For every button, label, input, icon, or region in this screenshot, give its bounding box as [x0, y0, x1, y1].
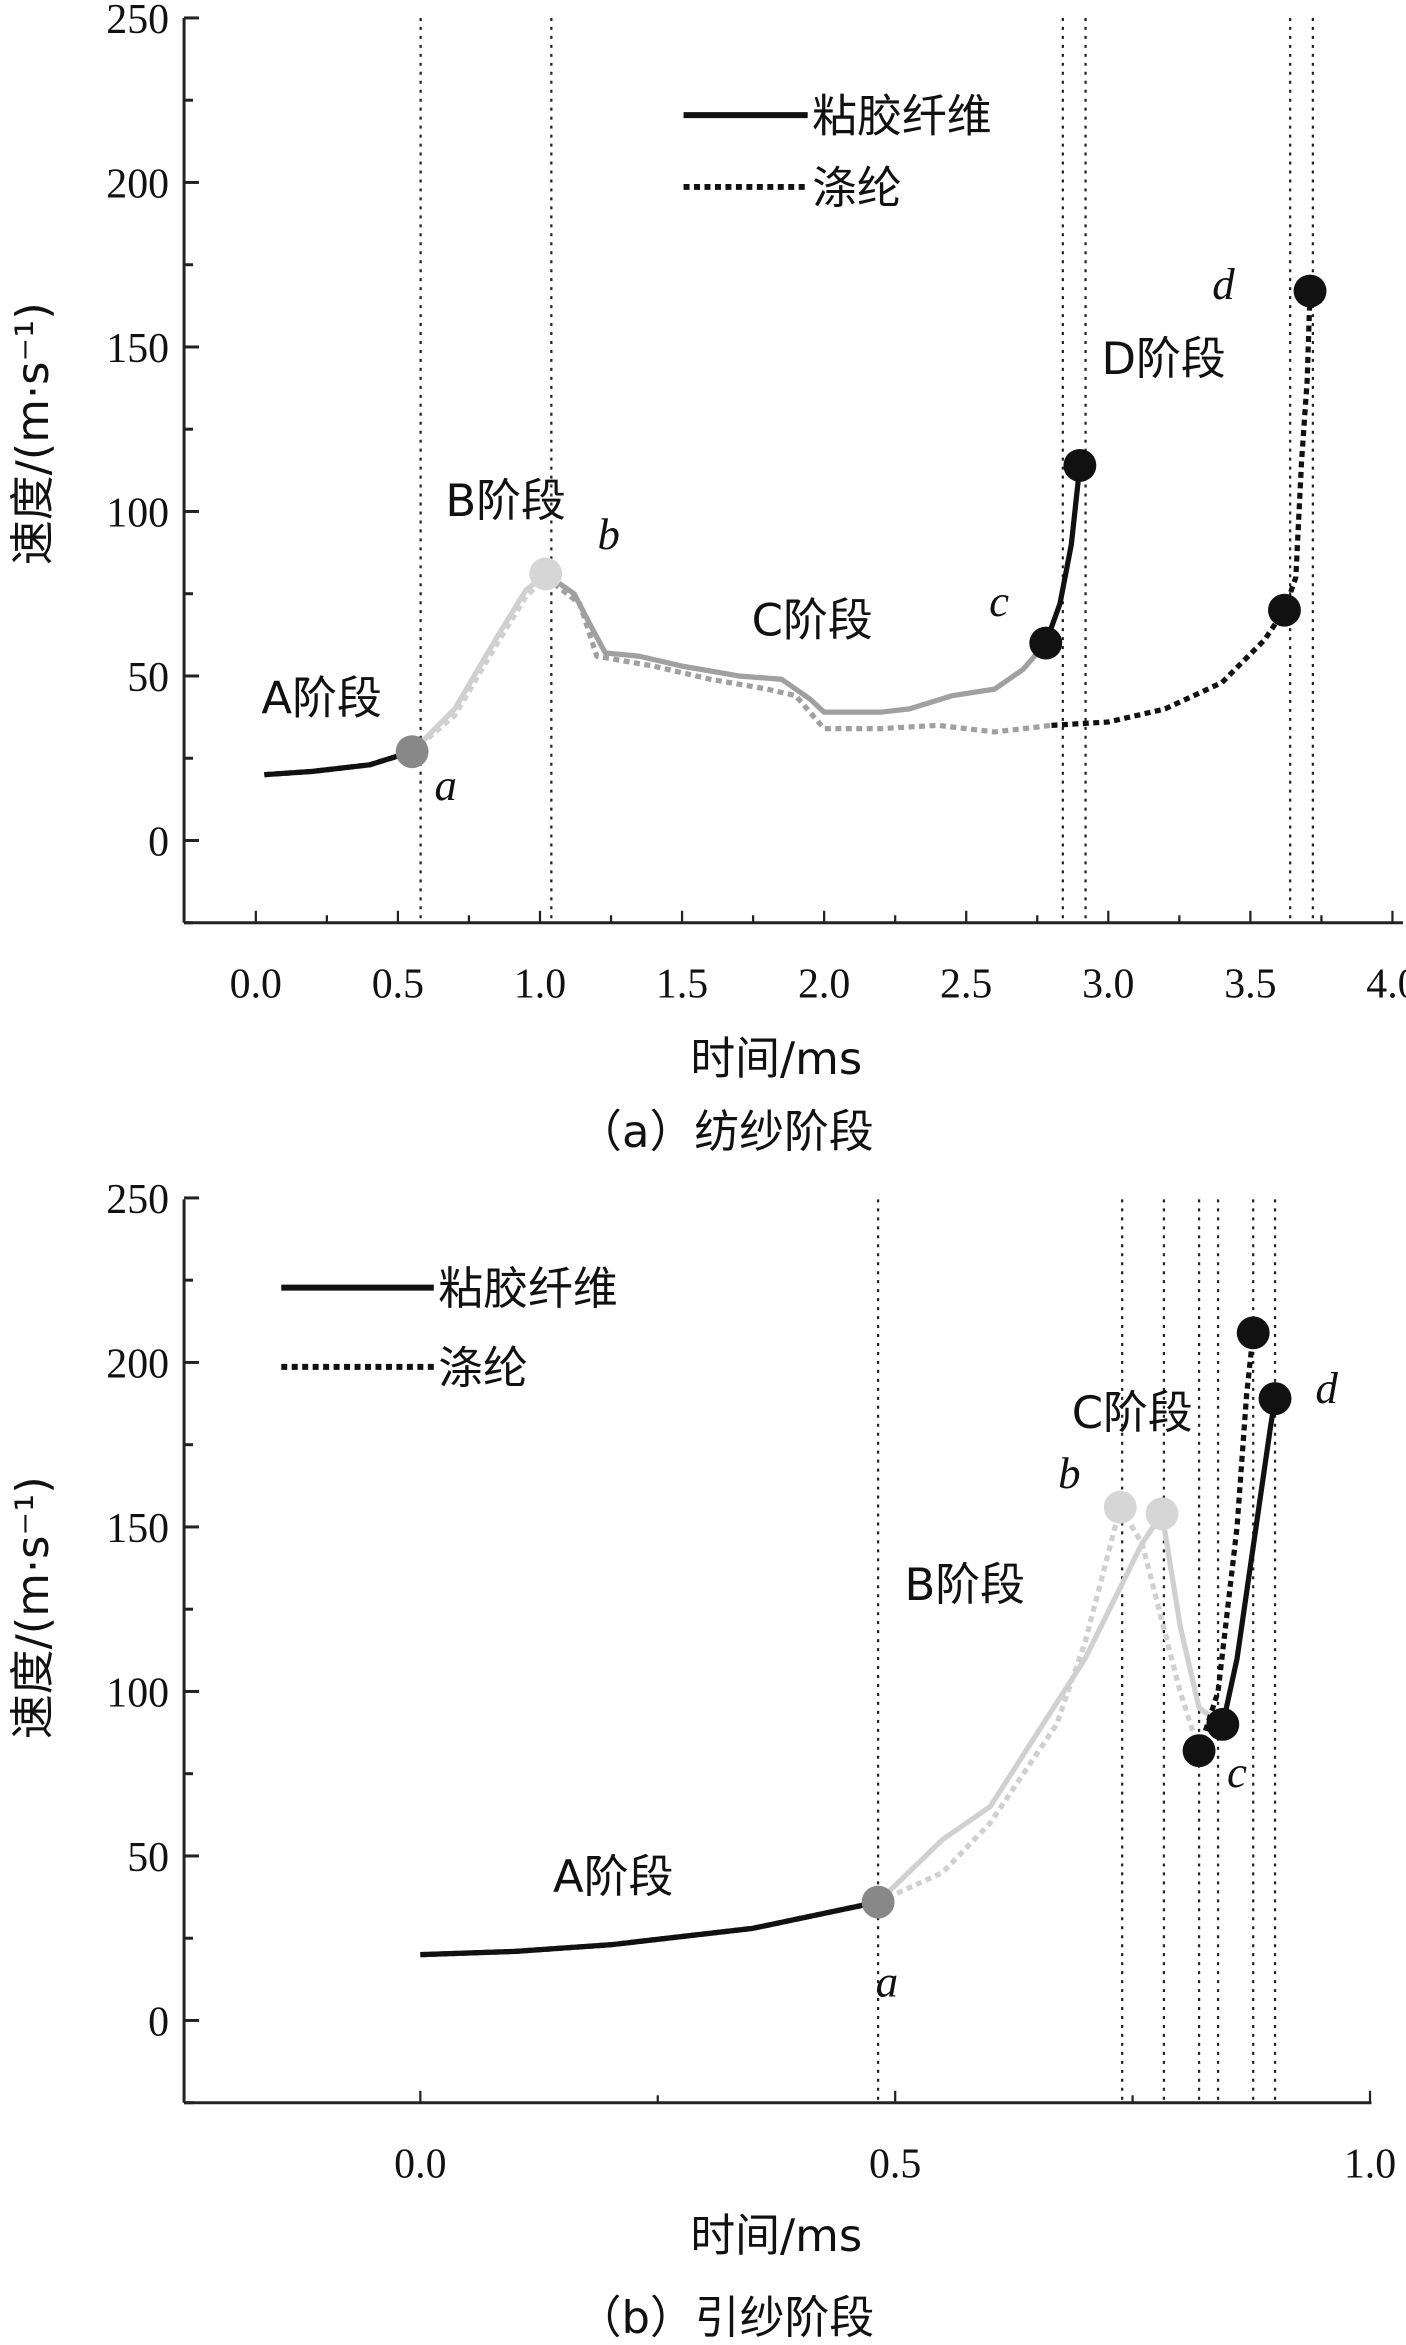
y-axis-label: 速度/(m·s⁻¹) — [6, 1476, 59, 1739]
x-tick-label: 0.0 — [230, 962, 282, 1008]
stage-label: A阶段 — [553, 1850, 673, 1903]
point-label-d: d — [1315, 1363, 1338, 1413]
data-point-b — [1103, 1490, 1137, 1524]
y-tick-label: 200 — [106, 161, 169, 207]
y-tick-label: 0 — [148, 819, 169, 865]
x-tick-label: 3.0 — [1082, 962, 1134, 1008]
x-tick-label: 2.0 — [798, 962, 850, 1008]
series-line-polyester-stage-D — [1196, 1332, 1256, 1752]
series-line-polyester-stage-B — [410, 575, 548, 754]
stage-label: B阶段 — [445, 474, 566, 527]
data-point — [1268, 593, 1301, 627]
y-tick-label: 150 — [106, 326, 169, 372]
y-tick-label: 50 — [127, 1835, 169, 1881]
figure-caption: （a）纺纱阶段 — [577, 1105, 874, 1158]
y-axis-label: 速度/(m·s⁻¹) — [6, 302, 59, 565]
y-tick-label: 200 — [106, 1341, 169, 1387]
y-tick-label: 100 — [106, 1670, 169, 1716]
stage-label: C阶段 — [752, 594, 873, 647]
legend-label: 粘胶纤维 — [438, 1262, 617, 1315]
x-tick-label: 2.5 — [940, 962, 992, 1008]
series-line-polyester-stage-D — [1051, 290, 1313, 728]
series-line-viscose-stage-C — [544, 571, 1048, 715]
point-label-a: a — [876, 1957, 898, 2007]
y-tick-label: 100 — [106, 490, 169, 536]
figure-caption: （b）引纱阶段 — [577, 2291, 875, 2344]
series-line-viscose-stage-C — [1159, 1513, 1225, 1727]
legend-label: 涤纶 — [812, 161, 902, 214]
point-label-b: b — [1058, 1448, 1080, 1498]
chart-b: 0 50 100 150 200 250 0.0 0.5 1.0 a b c d A阶段 B阶段 C阶段 粘胶纤… — [6, 1177, 1396, 2344]
series-line-viscose-stage-B — [876, 1512, 1165, 1904]
x-axis-label: 时间/ms — [690, 1032, 862, 1085]
series-line-polyester-stage-C — [1118, 1505, 1202, 1752]
chart-a: 0 50 100 150 200 250 0.0 0.5 1.0 1.5 2.0 2.5 3.0 3.5 4… — [6, 0, 1406, 1158]
series-line-viscose-stage-D — [1220, 1398, 1278, 1725]
x-tick-label: 0.0 — [394, 2142, 446, 2188]
y-tick-label: 250 — [106, 1177, 169, 1223]
x-tick-label: 4.0 — [1366, 962, 1406, 1008]
data-point-d — [1258, 1382, 1292, 1416]
data-point — [1236, 1316, 1270, 1350]
stage-label: D阶段 — [1101, 332, 1225, 385]
point-label-b: b — [598, 509, 620, 559]
data-point-a — [861, 1885, 895, 1919]
data-point-c — [1029, 626, 1063, 660]
series-line-polyester-stage-C — [544, 575, 1052, 735]
x-tick-label: 1.0 — [1344, 2142, 1396, 2188]
x-tick-label: 0.5 — [869, 2142, 921, 2188]
data-point-b — [529, 557, 563, 591]
data-point — [1145, 1497, 1179, 1531]
series-line-polyester-stage-A — [420, 1899, 879, 1958]
y-tick-label: 250 — [106, 0, 169, 43]
y-tick-label: 0 — [148, 1999, 169, 2045]
series-line-viscose-stage-A — [420, 1899, 879, 1958]
data-point — [1063, 448, 1097, 482]
series-line-polyester-stage-B — [876, 1506, 1123, 1905]
stage-label: C阶段 — [1072, 1386, 1193, 1439]
data-point-d — [1293, 274, 1327, 308]
legend-label: 涤纶 — [438, 1341, 528, 1394]
y-tick-label: 150 — [106, 1506, 169, 1552]
point-label-a: a — [435, 760, 457, 810]
point-label-c: c — [1227, 1747, 1247, 1797]
x-tick-label: 1.5 — [656, 962, 708, 1008]
point-label-d: d — [1212, 259, 1235, 309]
stage-label: A阶段 — [261, 671, 381, 724]
x-axis-label: 时间/ms — [690, 2209, 862, 2262]
legend-label: 粘胶纤维 — [812, 90, 991, 143]
x-tick-label: 3.5 — [1224, 962, 1276, 1008]
series-line-polyester-stage-A — [264, 749, 413, 778]
data-point-c — [1206, 1707, 1240, 1741]
series-line-viscose-stage-B — [410, 571, 548, 754]
y-tick-label: 50 — [127, 655, 169, 701]
x-tick-label: 0.5 — [372, 962, 424, 1008]
x-tick-label: 1.0 — [514, 962, 566, 1008]
data-point — [1182, 1734, 1216, 1768]
data-point-a — [395, 735, 429, 769]
series-line-viscose-stage-D — [1043, 465, 1083, 644]
point-label-c: c — [989, 576, 1009, 626]
stage-label: B阶段 — [904, 1558, 1024, 1611]
